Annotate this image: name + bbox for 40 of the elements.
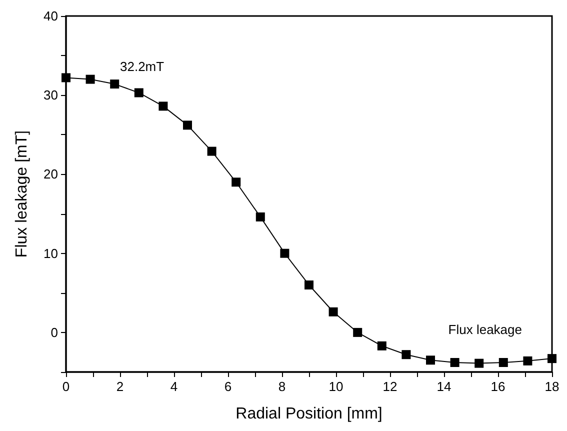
x-tick-label: 0: [62, 379, 70, 394]
point: [474, 358, 484, 368]
y-axis-title: Flux leakage [mT]: [14, 130, 30, 258]
x-tick-label: 6: [224, 379, 232, 394]
x-tick-label: 18: [544, 379, 560, 394]
point: [498, 358, 508, 368]
x-tick-label: 8: [278, 379, 286, 394]
point: [304, 280, 314, 290]
y-tick-label: 20: [44, 166, 58, 182]
x-tick-label: 2: [116, 379, 124, 394]
series-label: Flux leakage: [448, 322, 522, 337]
point: [426, 356, 435, 365]
x-tick-label: 4: [170, 379, 178, 394]
point: [353, 328, 362, 337]
point: [523, 356, 532, 366]
point: [328, 307, 338, 316]
x-tick-label: 16: [490, 379, 506, 394]
point: [402, 350, 411, 360]
point: [377, 341, 386, 350]
point: [62, 73, 70, 82]
x-tick-label: 14: [436, 379, 452, 394]
y-tick-label: 10: [44, 246, 58, 261]
point: [450, 358, 460, 368]
point: [232, 178, 241, 187]
annotation: 32.2mT: [120, 59, 164, 74]
point: [158, 102, 168, 111]
point: [207, 146, 216, 156]
y-tick-label: 40: [44, 8, 58, 24]
y-tick-label: 30: [44, 88, 58, 103]
point: [183, 120, 192, 130]
point: [110, 80, 120, 89]
y-tick-label: 0: [50, 324, 58, 340]
x-axis-title: Radial Position [mm]: [236, 406, 382, 422]
x-tick-label: 10: [328, 379, 344, 394]
point: [86, 74, 95, 84]
point: [280, 248, 290, 258]
point: [134, 88, 144, 98]
point: [548, 354, 556, 364]
point: [256, 212, 265, 222]
x-tick-label: 12: [382, 379, 398, 394]
